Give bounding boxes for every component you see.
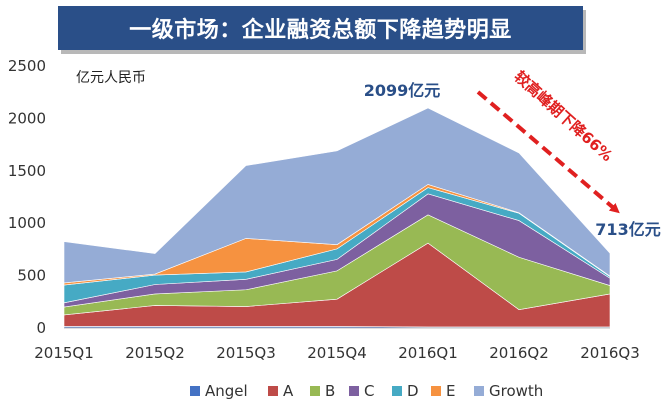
x-tick-label: 2016Q1 [398, 344, 458, 362]
title-banner: 一级市场：企业融资总额下降趋势明显 [58, 6, 583, 50]
area-series-growth [63, 107, 611, 284]
legend-label-growth: Growth [489, 382, 543, 400]
y-tick-label: 0 [36, 319, 46, 337]
x-tick-label: 2015Q4 [307, 344, 367, 362]
legend-label-a: A [283, 382, 294, 400]
legend-label-e: E [446, 382, 455, 400]
unit-label: 亿元人民币 [76, 70, 146, 86]
chart-title: 一级市场：企业融资总额下降趋势明显 [129, 18, 512, 43]
y-tick-label: 1500 [8, 162, 46, 180]
y-tick-label: 500 [17, 267, 46, 285]
y-tick-label: 2500 [8, 57, 46, 75]
legend-label-c: C [364, 382, 374, 400]
y-tick-label: 1000 [8, 214, 46, 232]
decline-label: 较高峰期下降66% [511, 67, 617, 165]
x-tick-label: 2015Q3 [216, 344, 276, 362]
peak-value-label: 2099亿元 [364, 81, 441, 100]
legend-swatch-e [431, 386, 441, 396]
y-tick-label: 2000 [8, 109, 46, 127]
legend-swatch-c [349, 386, 359, 396]
last-value-label: 713亿元 [595, 220, 660, 239]
x-tick-label: 2016Q3 [580, 344, 640, 362]
legend-label-angel: Angel [205, 382, 248, 400]
legend-swatch-growth [474, 386, 484, 396]
x-tick-label: 2015Q2 [125, 344, 185, 362]
legend-label-b: B [325, 382, 335, 400]
decline-arrow [476, 90, 620, 214]
legend-swatch-d [392, 386, 402, 396]
legend-swatch-angel [190, 386, 200, 396]
legend-label-d: D [407, 382, 419, 400]
x-tick-label: 2015Q1 [34, 344, 94, 362]
legend-swatch-b [310, 386, 320, 396]
x-tick-label: 2016Q2 [489, 344, 549, 362]
legend-swatch-a [268, 386, 278, 396]
